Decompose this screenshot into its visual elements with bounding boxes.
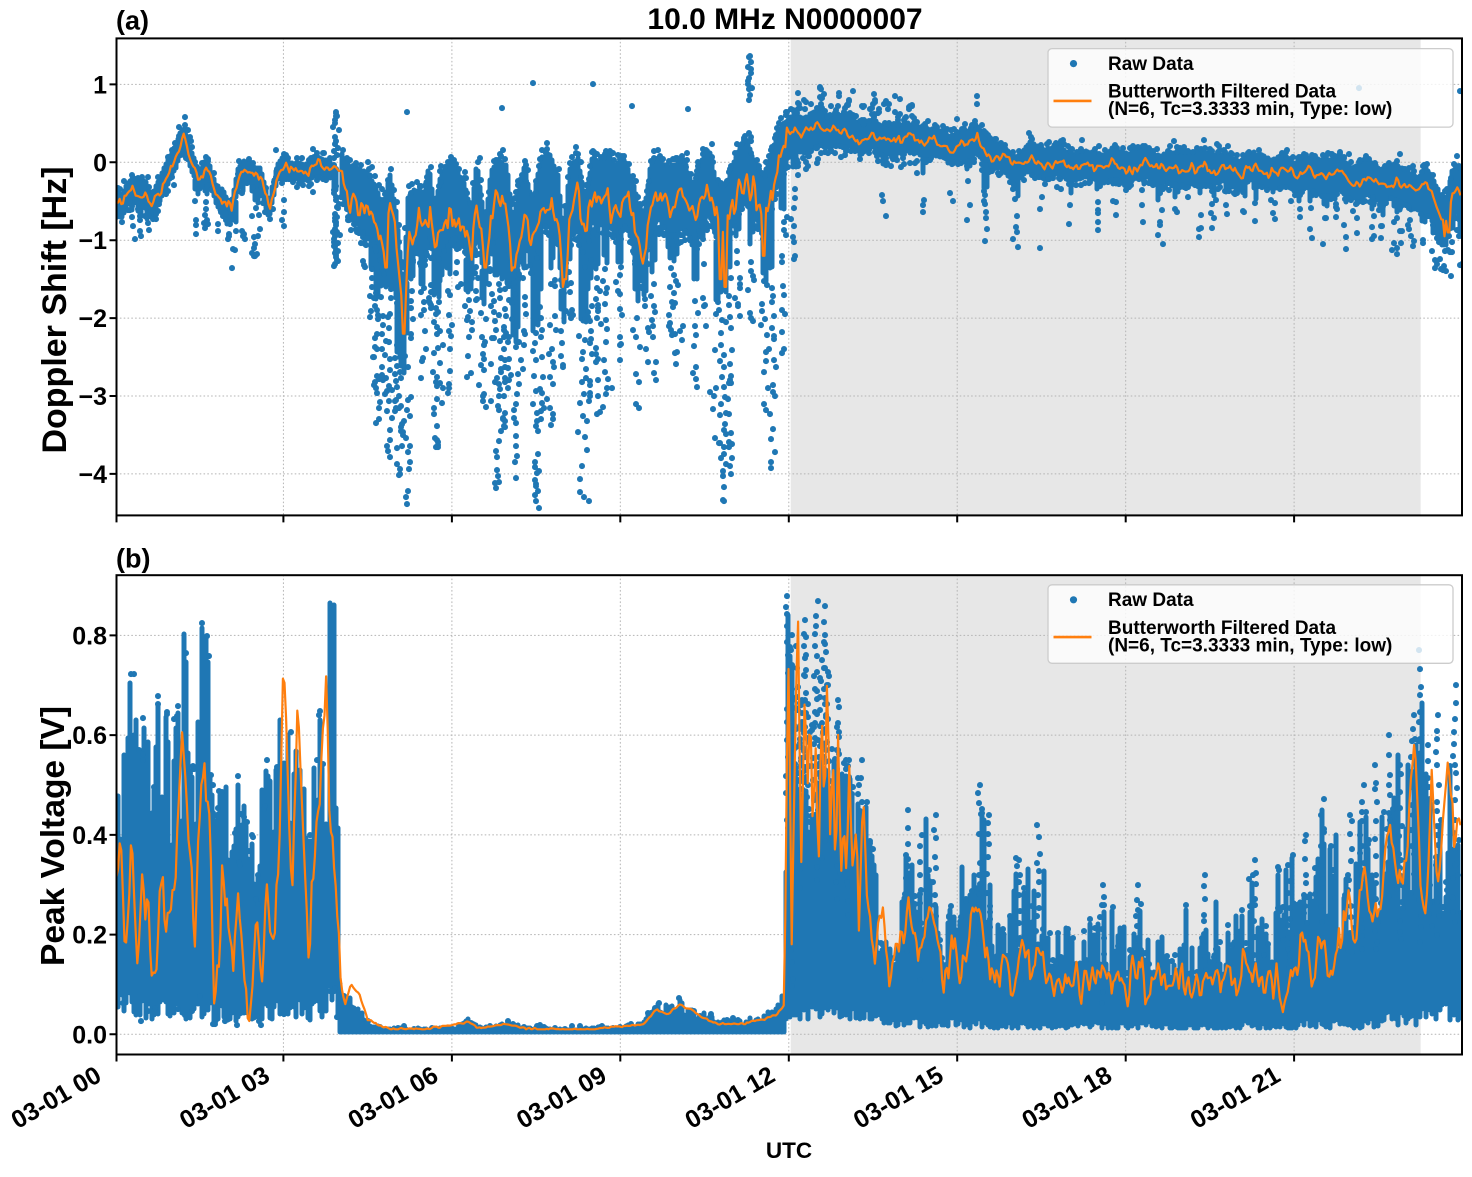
- svg-text:(N=6, Tc=3.3333 min, Type: low: (N=6, Tc=3.3333 min, Type: low): [1108, 99, 1392, 120]
- svg-text:Raw Data: Raw Data: [1108, 54, 1194, 75]
- svg-text:UTC: UTC: [766, 1138, 812, 1163]
- svg-text:0.8: 0.8: [72, 622, 107, 650]
- svg-text:0.2: 0.2: [72, 922, 107, 950]
- svg-text:(a): (a): [116, 6, 149, 36]
- svg-text:Butterworth Filtered Data: Butterworth Filtered Data: [1108, 82, 1336, 103]
- svg-text:−3: −3: [78, 383, 107, 411]
- svg-text:Doppler Shift [Hz]: Doppler Shift [Hz]: [36, 166, 74, 453]
- svg-text:Peak Voltage [V]: Peak Voltage [V]: [35, 706, 72, 966]
- svg-text:(b): (b): [116, 544, 150, 574]
- svg-text:Raw Data: Raw Data: [1108, 590, 1194, 611]
- svg-text:0.6: 0.6: [72, 722, 107, 750]
- svg-text:1: 1: [93, 71, 107, 99]
- svg-text:0.0: 0.0: [72, 1021, 107, 1049]
- svg-text:−4: −4: [78, 461, 107, 489]
- svg-text:10.0 MHz N0000007: 10.0 MHz N0000007: [647, 3, 922, 36]
- svg-text:(N=6, Tc=3.3333 min, Type: low: (N=6, Tc=3.3333 min, Type: low): [1108, 635, 1392, 656]
- svg-text:−2: −2: [78, 305, 107, 333]
- svg-text:0: 0: [93, 149, 107, 177]
- svg-text:−1: −1: [78, 227, 107, 255]
- svg-text:Butterworth Filtered Data: Butterworth Filtered Data: [1108, 618, 1336, 639]
- svg-text:0.4: 0.4: [72, 822, 107, 850]
